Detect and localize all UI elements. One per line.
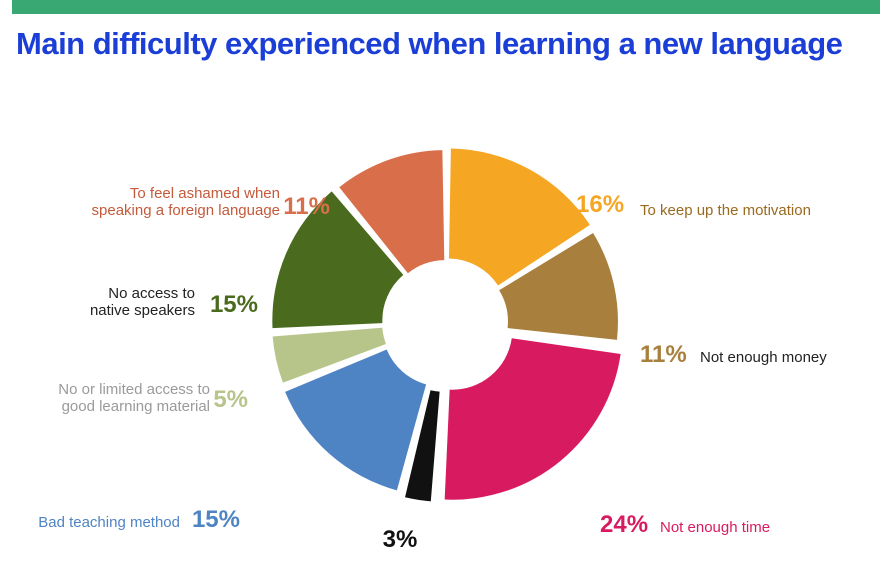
slice-label: No or limited access togood learning mat… xyxy=(58,381,210,415)
slice-percent: 3% xyxy=(383,526,418,553)
slice-percent: 11% xyxy=(640,341,687,368)
slice-percent: 24% xyxy=(600,511,648,538)
slice-label: Not enough money xyxy=(700,349,827,366)
slice-label: Not enough time xyxy=(660,519,770,536)
donut-slice xyxy=(445,338,621,499)
chart-title: Main difficulty experienced when learnin… xyxy=(16,26,892,62)
slice-label: Bad teaching method xyxy=(38,514,180,531)
top-accent-bar xyxy=(12,0,880,14)
slice-label: To feel ashamed whenspeaking a foreign l… xyxy=(92,185,280,219)
slice-percent: 5% xyxy=(213,386,248,413)
slice-percent: 15% xyxy=(210,291,258,318)
slice-label: No access tonative speakers xyxy=(90,285,195,319)
slice-percent: 16% xyxy=(576,191,624,218)
slice-percent: 11% xyxy=(283,193,330,220)
donut-chart: 16% To keep up the motivation 11% Not enoug… xyxy=(0,62,892,562)
slice-label: To keep up the motivation xyxy=(640,202,811,219)
slice-percent: 15% xyxy=(192,506,240,533)
